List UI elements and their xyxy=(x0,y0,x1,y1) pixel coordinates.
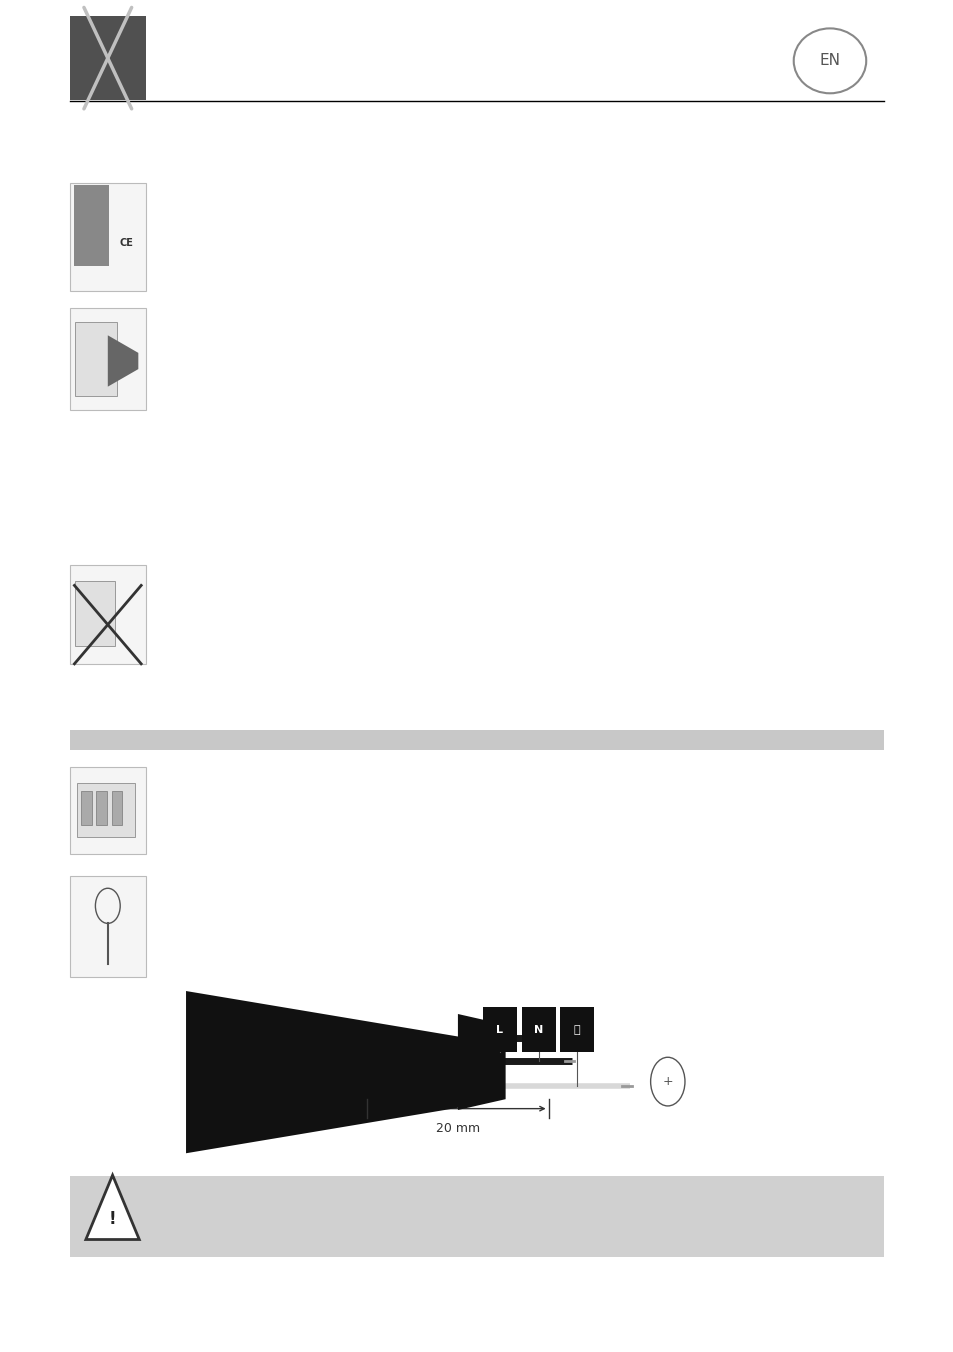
Bar xyxy=(70,876,146,977)
Polygon shape xyxy=(108,335,138,387)
Polygon shape xyxy=(457,1014,505,1110)
Bar xyxy=(482,1007,517,1052)
Text: +: + xyxy=(661,1075,673,1088)
Polygon shape xyxy=(86,1175,139,1240)
Text: !: ! xyxy=(109,1210,116,1228)
Polygon shape xyxy=(186,991,476,1153)
Text: EN: EN xyxy=(819,53,840,69)
Bar xyxy=(74,185,109,266)
Bar xyxy=(77,783,134,837)
Bar xyxy=(70,183,146,291)
Bar xyxy=(559,1007,594,1052)
Bar xyxy=(96,791,107,825)
Text: N: N xyxy=(534,1025,543,1034)
Bar xyxy=(521,1007,556,1052)
Bar xyxy=(81,791,91,825)
Bar xyxy=(70,730,883,750)
Bar xyxy=(70,1176,883,1257)
Bar xyxy=(75,581,115,646)
Bar xyxy=(70,16,146,100)
Text: ⏚: ⏚ xyxy=(574,1025,579,1034)
Text: 20 mm: 20 mm xyxy=(436,1122,479,1136)
Text: L: L xyxy=(496,1025,503,1034)
Text: CE: CE xyxy=(120,238,133,249)
Bar xyxy=(112,791,122,825)
Bar xyxy=(70,308,146,410)
Bar xyxy=(70,565,146,664)
Bar xyxy=(70,767,146,854)
Bar xyxy=(75,322,117,396)
